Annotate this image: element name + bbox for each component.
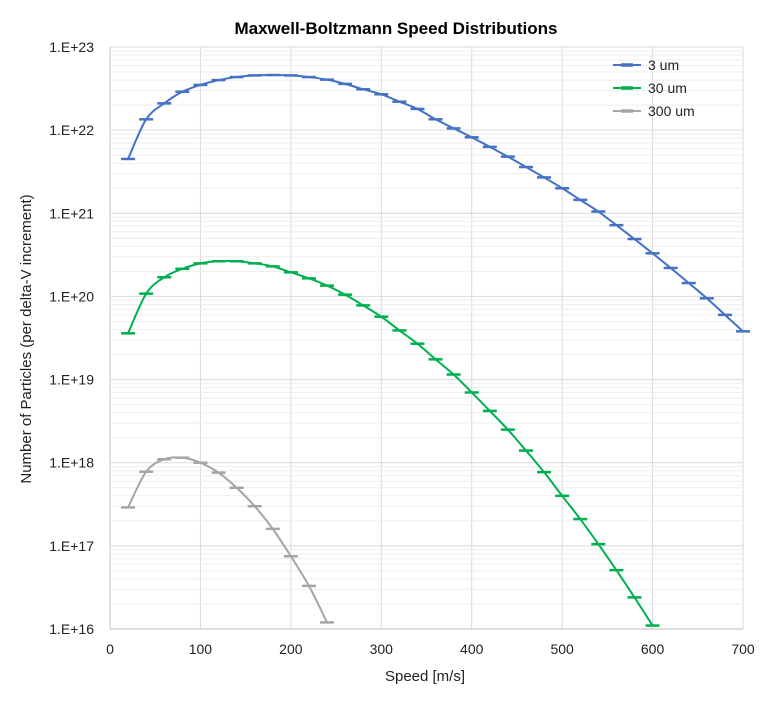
x-axis-label: Speed [m/s] (385, 668, 465, 685)
tick-layer: 0 100 200 300 400 500 600 700 1.E+16 1.E+17 1.E+18… (49, 39, 755, 657)
x-tick-label: 100 (189, 641, 213, 657)
grid-layer (109, 46, 744, 630)
x-tick-label: 500 (550, 641, 574, 657)
x-tick-label: 700 (731, 641, 755, 657)
x-tick-label: 300 (370, 641, 394, 657)
x-tick-label: 200 (279, 641, 303, 657)
y-tick-label: 1.E+22 (49, 122, 94, 138)
y-tick-label: 1.E+20 (49, 288, 94, 304)
x-tick-label: 400 (460, 641, 484, 657)
series-layer (121, 73, 750, 627)
legend-item: 3 um (613, 57, 679, 73)
legend-label: 3 um (648, 57, 679, 73)
y-tick-label: 1.E+19 (49, 372, 94, 388)
y-tick-label: 1.E+17 (49, 538, 94, 554)
legend-label: 300 um (648, 103, 695, 119)
y-tick-label: 1.E+23 (49, 39, 94, 55)
y-axis-label: Number of Particles (per delta-V increme… (18, 194, 35, 483)
series-30-um (121, 259, 660, 627)
y-tick-label: 1.E+16 (49, 621, 94, 637)
legend-item: 300 um (613, 103, 695, 119)
legend-item: 30 um (613, 80, 687, 96)
series-3-um (121, 73, 750, 333)
y-tick-label: 1.E+21 (49, 205, 94, 221)
series-300-um (121, 456, 335, 624)
x-tick-label: 600 (641, 641, 665, 657)
legend-label: 30 um (648, 80, 687, 96)
legend: 3 um 30 um 300 um (613, 57, 695, 119)
series-line (127, 456, 328, 623)
x-tick-label: 0 (106, 641, 114, 657)
chart-title: Maxwell-Boltzmann Speed Distributions (234, 19, 557, 38)
y-tick-label: 1.E+18 (49, 455, 94, 471)
